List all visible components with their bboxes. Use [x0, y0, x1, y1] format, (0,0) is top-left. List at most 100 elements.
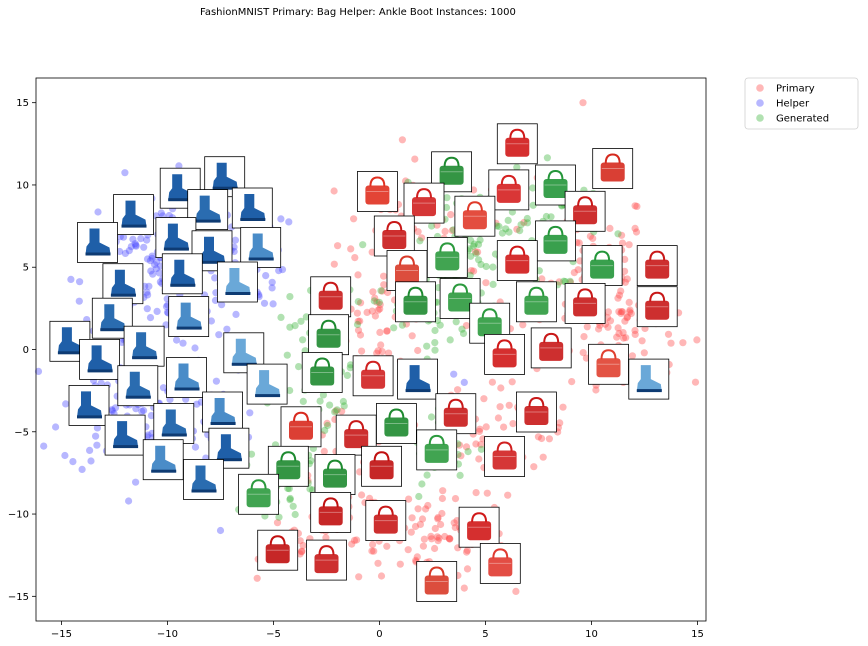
bag-thumbnail — [238, 473, 280, 515]
point-primary — [433, 533, 441, 541]
point-primary — [470, 267, 478, 275]
point-primary — [297, 548, 306, 556]
bag-thumbnail — [257, 529, 299, 571]
point-primary — [422, 505, 430, 513]
bag-thumbnail — [361, 445, 403, 487]
point-primary — [374, 347, 382, 355]
point-primary — [631, 202, 639, 210]
point-generated — [398, 321, 406, 329]
point-primary — [538, 434, 546, 443]
point-primary — [253, 574, 261, 582]
bag-thumbnail — [308, 314, 350, 356]
point-generated — [324, 421, 332, 430]
point-primary — [583, 323, 591, 331]
point-primary — [627, 309, 635, 318]
point-helper — [119, 233, 128, 241]
point-primary — [377, 572, 386, 580]
point-generated — [423, 342, 431, 350]
point-primary — [418, 515, 427, 523]
point-primary — [556, 419, 564, 427]
point-generated — [456, 471, 464, 479]
bag-thumbnail — [416, 561, 458, 602]
point-generated — [390, 324, 398, 332]
point-helper — [132, 478, 140, 486]
point-helper — [127, 243, 135, 251]
point-helper — [87, 457, 95, 465]
x-tick-label: −10 — [157, 629, 178, 640]
point-generated — [285, 485, 293, 493]
point-generated — [464, 448, 472, 456]
point-primary — [376, 305, 384, 313]
point-primary — [619, 334, 628, 342]
point-primary — [418, 234, 426, 242]
point-helper — [285, 218, 293, 226]
point-primary — [625, 298, 633, 306]
point-primary — [356, 317, 364, 325]
point-primary — [615, 291, 624, 299]
point-primary — [625, 241, 633, 249]
point-generated — [286, 293, 294, 301]
point-primary — [568, 378, 576, 386]
point-primary — [462, 443, 471, 451]
point-primary — [366, 494, 374, 502]
point-primary — [351, 254, 359, 262]
point-primary — [350, 215, 358, 223]
point-generated — [428, 222, 436, 230]
boot-thumbnail — [628, 358, 670, 400]
point-helper — [125, 247, 133, 255]
point-primary — [431, 544, 439, 553]
point-primary — [623, 275, 631, 283]
point-helper — [144, 431, 152, 439]
point-generated — [436, 321, 444, 329]
point-primary — [497, 384, 505, 392]
point-generated — [472, 249, 480, 258]
point-primary — [488, 378, 496, 386]
point-primary — [438, 509, 446, 518]
point-helper — [78, 465, 86, 473]
point-generated — [431, 339, 439, 347]
point-generated — [542, 212, 551, 221]
point-primary — [420, 535, 428, 543]
point-primary — [472, 440, 480, 448]
point-primary — [520, 218, 528, 227]
point-generated — [477, 445, 485, 453]
point-generated — [247, 450, 256, 458]
point-helper — [268, 278, 276, 286]
point-primary — [530, 463, 538, 471]
legend-label: Primary — [776, 84, 815, 95]
point-generated — [286, 496, 294, 504]
point-primary — [622, 334, 630, 342]
point-generated — [306, 485, 314, 493]
point-helper — [223, 325, 231, 333]
point-helper — [76, 278, 84, 286]
point-primary — [463, 548, 471, 556]
point-helper — [147, 267, 155, 275]
bag-thumbnail — [636, 245, 678, 287]
point-primary — [320, 447, 328, 455]
point-generated — [431, 326, 439, 335]
point-primary — [475, 455, 483, 463]
point-helper — [143, 305, 151, 313]
point-primary — [350, 536, 359, 545]
boot-thumbnail — [153, 403, 195, 444]
point-primary — [604, 323, 612, 331]
point-generated — [442, 203, 451, 212]
bag-thumbnail — [488, 169, 530, 211]
point-helper — [148, 252, 156, 260]
point-primary — [592, 386, 600, 394]
bag-thumbnail — [373, 215, 415, 257]
point-primary — [441, 532, 449, 541]
point-helper — [125, 497, 133, 505]
point-generated — [489, 263, 497, 271]
point-helper — [179, 339, 187, 347]
bag-thumbnail — [416, 429, 458, 471]
point-helper — [145, 282, 153, 290]
point-helper — [52, 423, 60, 431]
point-helper — [138, 407, 146, 415]
point-generated — [543, 154, 552, 162]
point-generated — [516, 227, 524, 235]
point-primary — [574, 266, 582, 274]
point-primary — [618, 231, 626, 239]
point-helper — [460, 378, 468, 386]
bag-thumbnail — [535, 220, 576, 262]
